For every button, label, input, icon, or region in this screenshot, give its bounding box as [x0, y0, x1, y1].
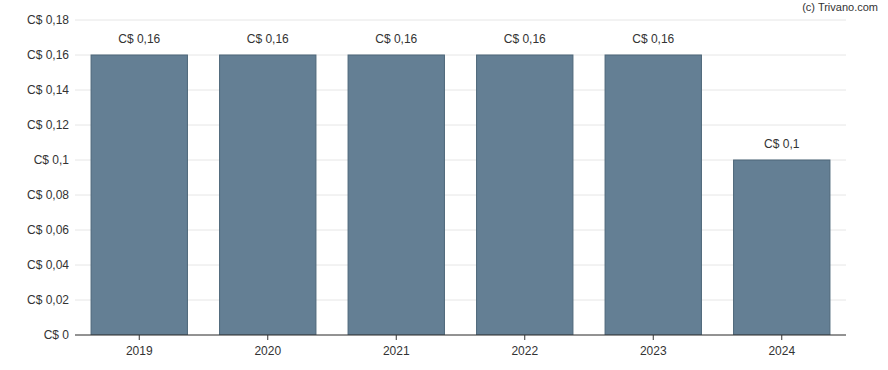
grid-line — [75, 195, 846, 196]
y-tick-label: C$ 0,08 — [27, 188, 69, 202]
bar — [477, 55, 573, 335]
bar — [605, 55, 701, 335]
bar — [348, 55, 444, 335]
bar — [91, 55, 187, 335]
credit: (c) Trivano.com — [802, 1, 878, 13]
x-tick-label: 2023 — [640, 344, 667, 358]
x-tick — [267, 335, 268, 340]
y-tick-label: C$ 0,02 — [27, 293, 69, 307]
data-label: C$ 0,1 — [764, 137, 800, 151]
x-tick-label: 2022 — [511, 344, 538, 358]
y-tick-label: C$ 0,12 — [27, 118, 69, 132]
grid-line — [75, 55, 846, 56]
y-tick-label: C$ 0,18 — [27, 13, 69, 27]
grid-line — [75, 125, 846, 126]
data-label: C$ 0,16 — [118, 32, 160, 46]
bars — [91, 55, 830, 335]
grid-line — [75, 230, 846, 231]
x-axis — [75, 335, 846, 336]
x-tick-label: 2024 — [768, 344, 795, 358]
x-tick — [524, 335, 525, 340]
y-tick-label: C$ 0 — [44, 328, 70, 342]
x-tick-label: 2021 — [383, 344, 410, 358]
grid-line — [75, 160, 846, 161]
data-label: C$ 0,16 — [247, 32, 289, 46]
x-tick — [781, 335, 782, 340]
grid-line — [75, 265, 846, 266]
x-tick — [139, 335, 140, 340]
data-label: C$ 0,16 — [632, 32, 674, 46]
y-tick-label: C$ 0,06 — [27, 223, 69, 237]
bar — [220, 55, 316, 335]
y-tick-label: C$ 0,14 — [27, 83, 69, 97]
x-tick — [396, 335, 397, 340]
x-tick-label: 2019 — [126, 344, 153, 358]
y-tick-label: C$ 0,04 — [27, 258, 69, 272]
bar — [734, 160, 830, 335]
y-tick-label: C$ 0,16 — [27, 48, 69, 62]
x-tick-label: 2020 — [254, 344, 281, 358]
grid-line — [75, 90, 846, 91]
grid-line — [75, 300, 846, 301]
x-tick — [653, 335, 654, 340]
data-label: C$ 0,16 — [375, 32, 417, 46]
chart: C$ 0 C$ 0,02 C$ 0,04 C$ 0,06 C$ 0,08 C$ 0,1 C$… — [0, 0, 888, 370]
y-tick-label: C$ 0,1 — [34, 153, 70, 167]
grid-line — [75, 335, 846, 336]
data-label: C$ 0,16 — [504, 32, 546, 46]
grid-line — [75, 20, 846, 21]
